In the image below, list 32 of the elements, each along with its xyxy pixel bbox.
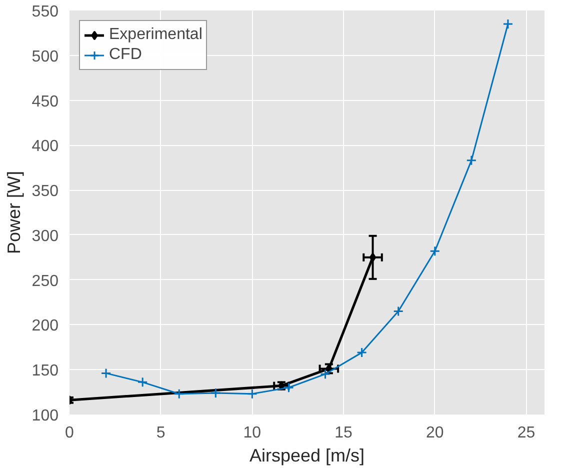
y-tick-label: 150 (32, 362, 59, 380)
x-tick-label: 5 (156, 424, 166, 442)
point (356, 347, 368, 358)
point (369, 252, 376, 262)
x-tick-label: 25 (517, 424, 536, 442)
point (502, 18, 514, 30)
legend-label: CFD (109, 45, 142, 65)
y-tick-label: 550 (32, 4, 59, 20)
y-tick-label: 400 (32, 138, 59, 156)
x-axis-title: Airspeed [m/s] (249, 446, 365, 466)
y-tick-label: 200 (32, 318, 59, 335)
y-tick-label: 100 (32, 408, 59, 424)
y-axis-title: Power [W] (4, 170, 24, 254)
point (137, 376, 148, 388)
x-tick-label: 20 (426, 424, 444, 442)
legend-label: Experimental (109, 25, 202, 45)
point (466, 155, 477, 166)
x-tick-label: 15 (334, 424, 353, 442)
point (246, 388, 258, 400)
point (100, 368, 112, 378)
point (430, 246, 440, 256)
x-tick-label: 0 (65, 424, 74, 442)
point (320, 368, 331, 380)
point (174, 388, 184, 400)
y-tick-label: 300 (32, 228, 59, 245)
y-tick-label: 250 (32, 272, 59, 290)
y-tick-label: 450 (32, 93, 59, 110)
point (393, 306, 404, 317)
y-tick-label: 500 (32, 48, 59, 66)
x-tick-label: 10 (243, 424, 262, 442)
y-tick-label: 350 (32, 183, 59, 200)
point (210, 388, 221, 398)
